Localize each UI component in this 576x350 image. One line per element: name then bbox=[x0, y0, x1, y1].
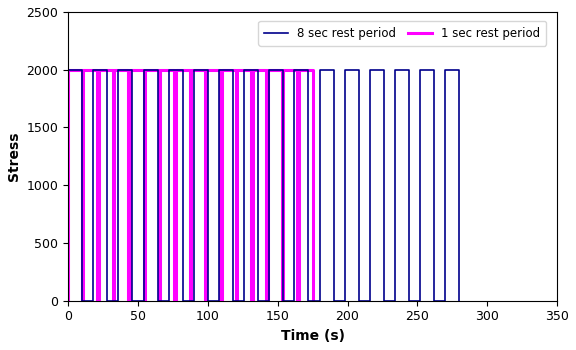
1 sec rest period bbox=[203, 299, 210, 303]
1 sec rest period bbox=[65, 299, 71, 303]
1 sec rest period bbox=[188, 299, 195, 303]
1 sec rest period bbox=[171, 299, 178, 303]
1 sec rest period bbox=[309, 299, 316, 303]
8 sec rest period bbox=[229, 299, 236, 303]
8 sec rest period bbox=[330, 68, 337, 72]
8 sec rest period bbox=[316, 68, 323, 72]
Legend: 8 sec rest period, 1 sec rest period: 8 sec rest period, 1 sec rest period bbox=[259, 21, 546, 46]
1 sec rest period bbox=[65, 68, 71, 72]
8 sec rest period bbox=[266, 299, 273, 303]
1 sec rest period bbox=[232, 68, 239, 72]
8 sec rest period bbox=[65, 299, 71, 303]
8 sec rest period bbox=[456, 299, 463, 303]
8 sec rest period bbox=[115, 68, 122, 72]
1 sec rest period bbox=[96, 68, 103, 72]
Line: 1 sec rest period: 1 sec rest period bbox=[68, 70, 313, 301]
Y-axis label: Stress: Stress bbox=[7, 132, 21, 181]
8 sec rest period bbox=[65, 68, 71, 72]
1 sec rest period bbox=[218, 68, 225, 72]
X-axis label: Time (s): Time (s) bbox=[281, 329, 344, 343]
Line: 8 sec rest period: 8 sec rest period bbox=[68, 70, 459, 301]
8 sec rest period bbox=[291, 299, 298, 303]
